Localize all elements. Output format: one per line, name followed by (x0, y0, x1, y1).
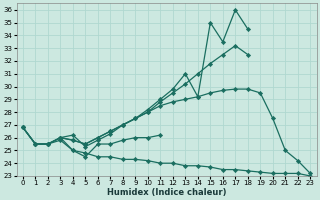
X-axis label: Humidex (Indice chaleur): Humidex (Indice chaleur) (107, 188, 226, 197)
